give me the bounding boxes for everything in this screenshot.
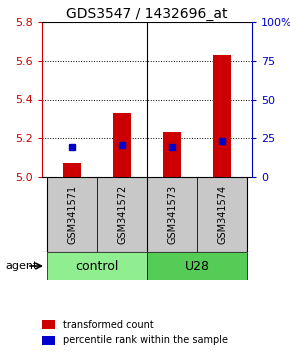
Bar [147, 177, 197, 252]
Text: GSM341572: GSM341572 [117, 185, 127, 244]
Bar [47, 177, 97, 252]
Bar [147, 252, 247, 280]
Title: GDS3547 / 1432696_at: GDS3547 / 1432696_at [66, 7, 228, 21]
Text: GSM341574: GSM341574 [217, 185, 227, 244]
Text: GSM341571: GSM341571 [67, 185, 77, 244]
Bar [113, 113, 131, 177]
Bar [97, 177, 147, 252]
Bar [42, 320, 55, 329]
Text: control: control [75, 259, 119, 273]
Bar [47, 252, 147, 280]
Bar [63, 164, 81, 177]
Bar [42, 336, 55, 345]
Bar [213, 55, 231, 177]
Text: agent: agent [6, 261, 38, 271]
Bar [197, 177, 247, 252]
Text: transformed count: transformed count [63, 320, 154, 330]
Bar [163, 132, 181, 177]
Text: U28: U28 [184, 259, 209, 273]
Text: GSM341573: GSM341573 [167, 185, 177, 244]
Text: percentile rank within the sample: percentile rank within the sample [63, 336, 228, 346]
